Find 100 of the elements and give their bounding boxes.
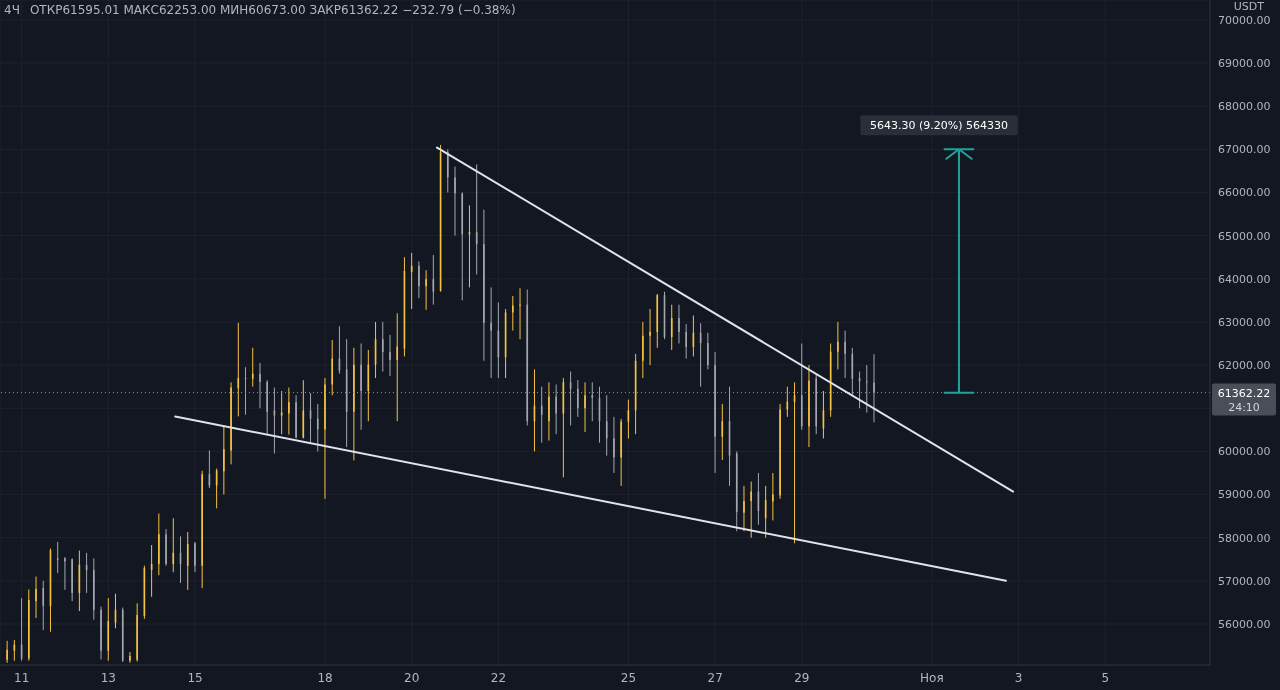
candlestick [230,381,232,465]
candlestick [490,286,492,379]
y-tick-label: 64000.00 [1218,272,1271,286]
candlestick [584,381,586,433]
candlestick [844,330,846,379]
candlestick [454,166,456,237]
candlestick [772,472,774,521]
x-tick-label: 25 [620,670,637,685]
candlestick [808,364,810,448]
candlestick [425,269,427,311]
y-tick-label: 56000.00 [1218,617,1271,631]
x-tick-label: 5 [1101,670,1110,685]
x-tick-label: 22 [490,670,507,685]
candlestick [64,556,66,591]
candlestick [186,531,189,591]
candlestick [591,381,594,422]
candlestick [605,394,608,457]
candlestick [381,321,384,373]
candlestick [613,416,615,474]
candlestick [295,394,297,439]
ref-line-label: 61362.22 [1217,386,1271,400]
y-tick-label: 58000.00 [1218,531,1271,545]
candlestick [251,347,254,388]
candlestick [815,373,818,435]
candlestick [136,602,138,663]
y-tick-label: 57000.00 [1218,574,1271,588]
x-tick-label: Ноя [920,670,944,685]
candlestick [837,321,839,370]
candlestick [540,386,543,444]
candlestick [42,580,45,631]
y-tick-label: 68000.00 [1218,100,1271,114]
chart-title: 4Ч [4,3,20,17]
candlestick [93,557,95,621]
candlestick [620,418,622,487]
candlestick [259,362,261,409]
candlestick [27,588,30,662]
y-tick-label: 67000.00 [1218,143,1271,157]
candlestick [670,304,673,351]
candlestick [288,387,290,436]
candlestick [779,403,781,500]
y-tick-label: 59000.00 [1218,488,1271,502]
y-tick-label: 63000.00 [1218,315,1271,329]
candlestick [158,513,160,576]
x-tick-label: 18 [317,670,333,685]
candlestick [678,304,680,344]
candlestick [750,481,753,539]
candlestick [548,381,550,442]
x-tick-label: 27 [707,670,723,685]
candlestick [389,334,391,377]
candlestick [201,470,203,589]
x-tick-label: 15 [187,670,203,685]
candlestick [331,339,334,396]
annotation: 5643.30 (9.20%) 564330 [869,119,1008,133]
candlestick [56,541,59,574]
candlestick [316,403,319,452]
candlestick [577,379,579,418]
y-tick-label: 70000.00 [1218,13,1271,27]
candlestick [396,312,399,422]
y-tick-label: 65000.00 [1218,229,1271,243]
candlestick [519,287,521,340]
candlestick [266,379,269,435]
text: 24:10 [1228,400,1260,414]
y-axis-title: USDT [1233,0,1264,13]
candlestick [511,295,514,332]
x-tick-label: 13 [100,670,116,685]
candlestick [6,640,8,664]
candlestick [237,322,240,417]
candlestick [71,557,73,602]
candlestick [446,148,449,193]
y-tick-label: 62000.00 [1218,358,1271,372]
candlestick [324,377,326,500]
chart-subtitle: ОТКР61595.01 МАКС62253.00 МИН60673.00 ЗАКР61362.22 −232.79 (−0.38%) [29,3,516,17]
y-tick-label: 69000.00 [1218,56,1271,70]
candlestick [714,351,716,474]
candlestick [649,308,651,366]
candlestick [172,517,175,573]
candlestick [35,576,37,619]
candlestick [707,332,709,370]
candlestick [865,364,868,414]
candlestick [129,651,131,664]
candlestick [165,528,167,567]
candlestick [873,353,875,423]
x-tick-label: 11 [14,670,30,685]
candlestick [360,343,362,431]
y-tick-label: 66000.00 [1218,186,1271,200]
candlestick [743,485,745,532]
candlestick [642,321,644,379]
candlestick [100,606,102,660]
candlestick [418,261,420,299]
x-tick-label: 3 [1014,670,1023,685]
candlestick [353,347,355,461]
x-tick-label: 20 [404,670,420,685]
candlestick [555,384,557,435]
candlestick [483,209,485,362]
y-tick-label: 60000.00 [1218,445,1271,459]
x-tick-label: 29 [794,670,810,685]
candlestick [721,403,724,461]
candlestick [194,541,196,573]
candlestick [685,323,687,360]
candlestick [223,425,225,496]
